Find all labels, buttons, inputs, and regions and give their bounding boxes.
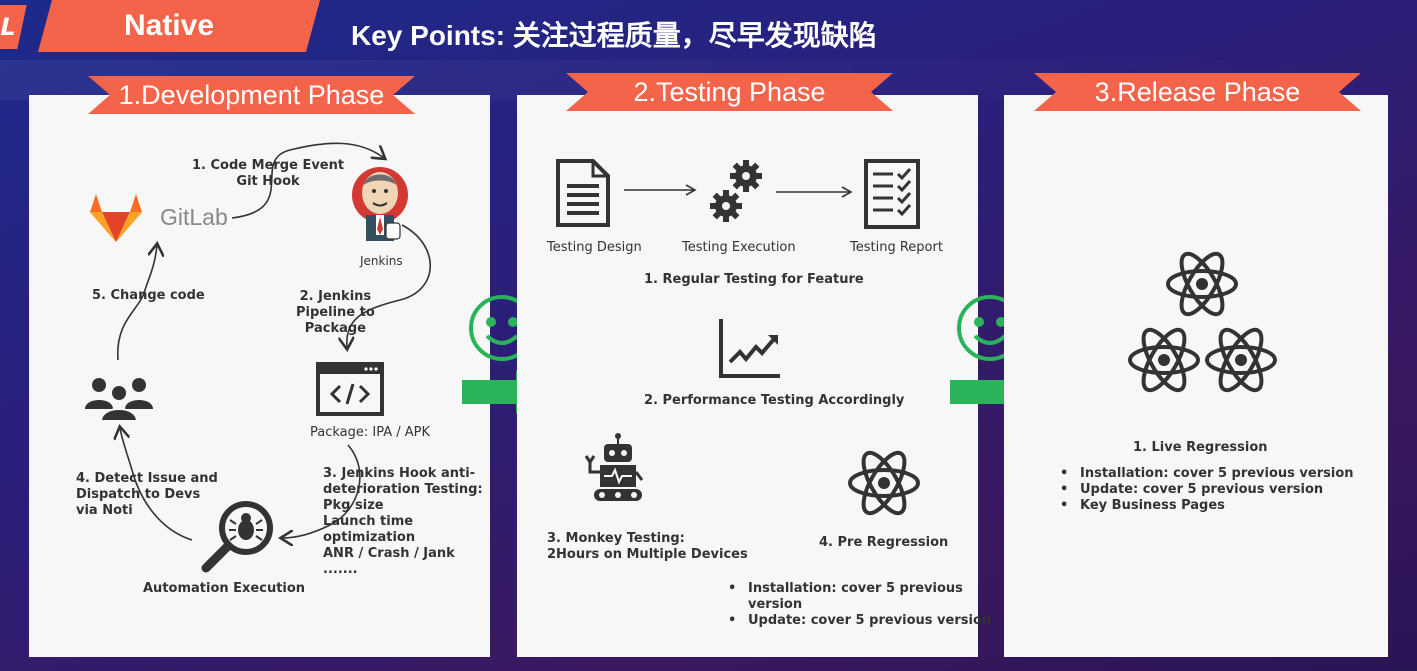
live-regression-bullets: Installation: cover 5 previous version U… <box>1060 466 1354 514</box>
robot-icon <box>584 433 644 501</box>
performance-testing-label: 2. Performance Testing Accordingly <box>644 393 905 408</box>
performance-chart-icon <box>719 319 780 378</box>
jenkins-label: Jenkins <box>360 254 403 268</box>
development-panel <box>29 95 490 657</box>
automation-label: Automation Execution <box>143 581 306 596</box>
testing-execution-label: Testing Execution <box>682 240 796 255</box>
team-icon <box>85 378 153 421</box>
gears-icon <box>710 160 762 222</box>
development-phase-ribbon: 1.Development Phase <box>88 76 415 114</box>
step2-label: 2. Jenkins Pipeline to Package <box>296 289 375 336</box>
checklist-icon <box>864 159 920 229</box>
pre-regression-bullet-1: Installation: cover 5 previous version <box>728 581 991 613</box>
monkey-testing-label: 3. Monkey Testing: 2Hours on Multiple De… <box>547 531 748 562</box>
step5-label: 5. Change code <box>92 288 205 303</box>
page-title: Key Points: 关注过程质量，尽早发现缺陷 <box>351 20 877 51</box>
step3-label: 3. Jenkins Hook anti- deterioration Test… <box>323 466 483 577</box>
testing-phase-ribbon: 2.Testing Phase <box>566 73 893 111</box>
jenkins-logo-icon <box>352 167 408 241</box>
document-icon <box>556 159 610 227</box>
step4-label: 4. Detect Issue and Dispatch to Devs via… <box>76 471 218 518</box>
release-phase-title: 3.Release Phase <box>1094 76 1301 107</box>
arrow-execution-to-report <box>776 186 853 198</box>
live-regression-label: 1. Live Regression <box>1133 440 1268 455</box>
pre-regression-bullets: Installation: cover 5 previous version U… <box>728 581 991 629</box>
testing-report-label: Testing Report <box>850 240 943 255</box>
live-bullet-1: Installation: cover 5 previous version <box>1060 466 1354 482</box>
code-package-icon <box>316 362 384 416</box>
bug-search-icon <box>201 501 273 573</box>
native-tag: Native <box>38 0 320 52</box>
live-bullet-2: Update: cover 5 previous version <box>1060 482 1354 498</box>
pre-regression-bullet-2: Update: cover 5 previous version <box>728 613 991 629</box>
step1-label: 1. Code Merge Event Git Hook <box>192 158 345 189</box>
gitlab-logo-icon <box>90 194 142 242</box>
atom-icon <box>848 450 920 516</box>
arrow-design-to-execution <box>624 184 697 196</box>
gitlab-wordmark: GitLab <box>160 204 228 230</box>
testing-design-label: Testing Design <box>547 240 642 255</box>
atoms-cluster-icon <box>1128 251 1277 393</box>
testing-phase-title: 2.Testing Phase <box>633 76 826 107</box>
release-phase-ribbon: 3.Release Phase <box>1034 73 1361 111</box>
package-label: Package: IPA / APK <box>310 425 431 440</box>
release-panel <box>1004 95 1388 657</box>
pre-regression-label: 4. Pre Regression <box>819 535 949 550</box>
native-tag-label: Native <box>123 9 215 42</box>
development-phase-title: 1.Development Phase <box>118 79 385 110</box>
live-bullet-3: Key Business Pages <box>1060 498 1354 514</box>
regular-testing-label: 1. Regular Testing for Feature <box>644 272 864 287</box>
